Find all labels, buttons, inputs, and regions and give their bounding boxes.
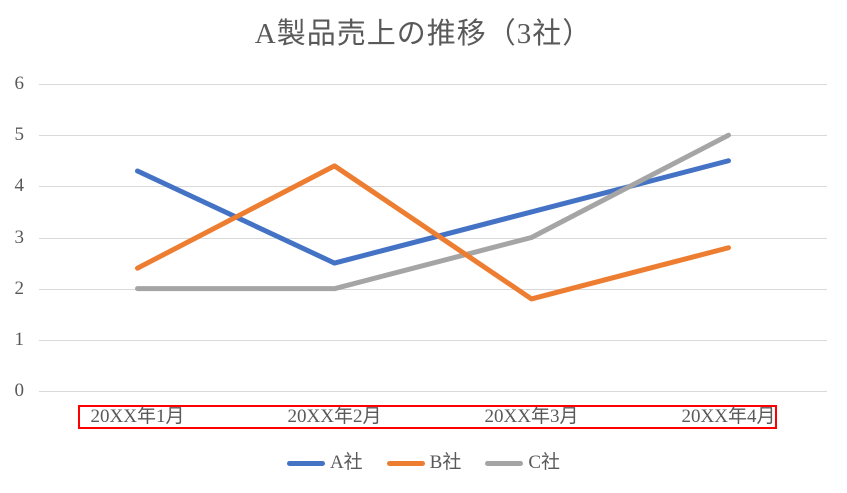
legend-key-a-icon <box>286 460 325 466</box>
x-axis-category-label: 20XX年1月 <box>90 406 185 427</box>
legend-label-a: A社 <box>329 452 363 473</box>
series-line-c <box>135 132 731 292</box>
y-axis-tick-label: 4 <box>14 175 25 197</box>
y-axis-tick-label: 1 <box>14 328 25 350</box>
legend-item-a: A社 <box>286 452 363 474</box>
y-axis-tick-label: 3 <box>14 226 25 248</box>
y-axis-tick-label: 6 <box>14 73 25 94</box>
legend-item-c: C社 <box>485 452 560 474</box>
series-line-a <box>135 158 731 266</box>
x-axis-category-label: 20XX年2月 <box>287 406 382 427</box>
chart-title: A製品売上の推移（3社） <box>254 18 593 50</box>
series-line-b <box>135 163 731 302</box>
legend: A社 B社 C社 <box>0 452 847 474</box>
y-axis-tick-label: 0 <box>14 380 25 401</box>
legend-label-b: B社 <box>429 452 462 473</box>
legend-key-c-icon <box>485 460 524 466</box>
legend-key-b-icon <box>386 460 425 466</box>
legend-label-c: C社 <box>528 452 561 473</box>
annotation-rectangle <box>78 405 777 429</box>
x-axis-category-label: 20XX年4月 <box>681 406 776 427</box>
y-axis-tick-label: 5 <box>14 124 25 146</box>
y-axis-tick-label: 2 <box>14 277 25 299</box>
legend-item-b: B社 <box>386 452 462 474</box>
x-axis-category-label: 20XX年3月 <box>484 406 579 427</box>
